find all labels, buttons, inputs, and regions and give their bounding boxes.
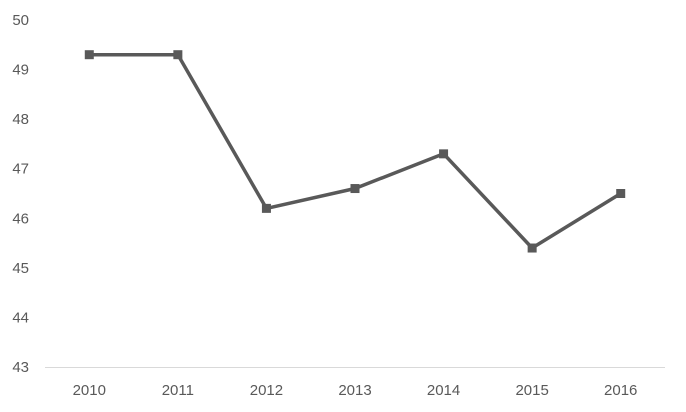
x-tick-label: 2012: [250, 382, 283, 399]
x-tick-label: 2015: [515, 382, 548, 399]
data-point-marker: [616, 189, 626, 198]
data-point-marker: [350, 184, 360, 194]
data-point-marker: [439, 149, 449, 159]
y-tick-label: 43: [12, 359, 29, 376]
y-tick-label: 45: [12, 260, 29, 277]
series-markers: [84, 50, 626, 253]
y-tick-label: 44: [12, 309, 29, 326]
x-tick-label: 2016: [604, 382, 637, 399]
x-tick-label: 2013: [338, 382, 371, 399]
x-tick-label: 2011: [162, 382, 194, 399]
x-axis-tick-labels: 2010 2011 2012 2013 2014 2015 2016: [73, 382, 638, 399]
data-point-marker: [173, 50, 183, 60]
y-tick-label: 48: [12, 111, 29, 128]
data-point-marker: [527, 243, 537, 253]
y-tick-label: 46: [12, 210, 29, 227]
y-tick-label: 50: [12, 12, 29, 29]
y-tick-label: 49: [12, 62, 29, 79]
y-axis-tick-labels: 43 44 45 46 47 48 49 50: [12, 12, 29, 376]
x-tick-label: 2014: [427, 382, 460, 399]
x-tick-label: 2010: [73, 382, 106, 399]
series-line: [89, 52, 622, 250]
y-tick-label: 47: [12, 161, 29, 178]
data-point-marker: [84, 50, 94, 60]
data-point-marker: [261, 203, 271, 213]
